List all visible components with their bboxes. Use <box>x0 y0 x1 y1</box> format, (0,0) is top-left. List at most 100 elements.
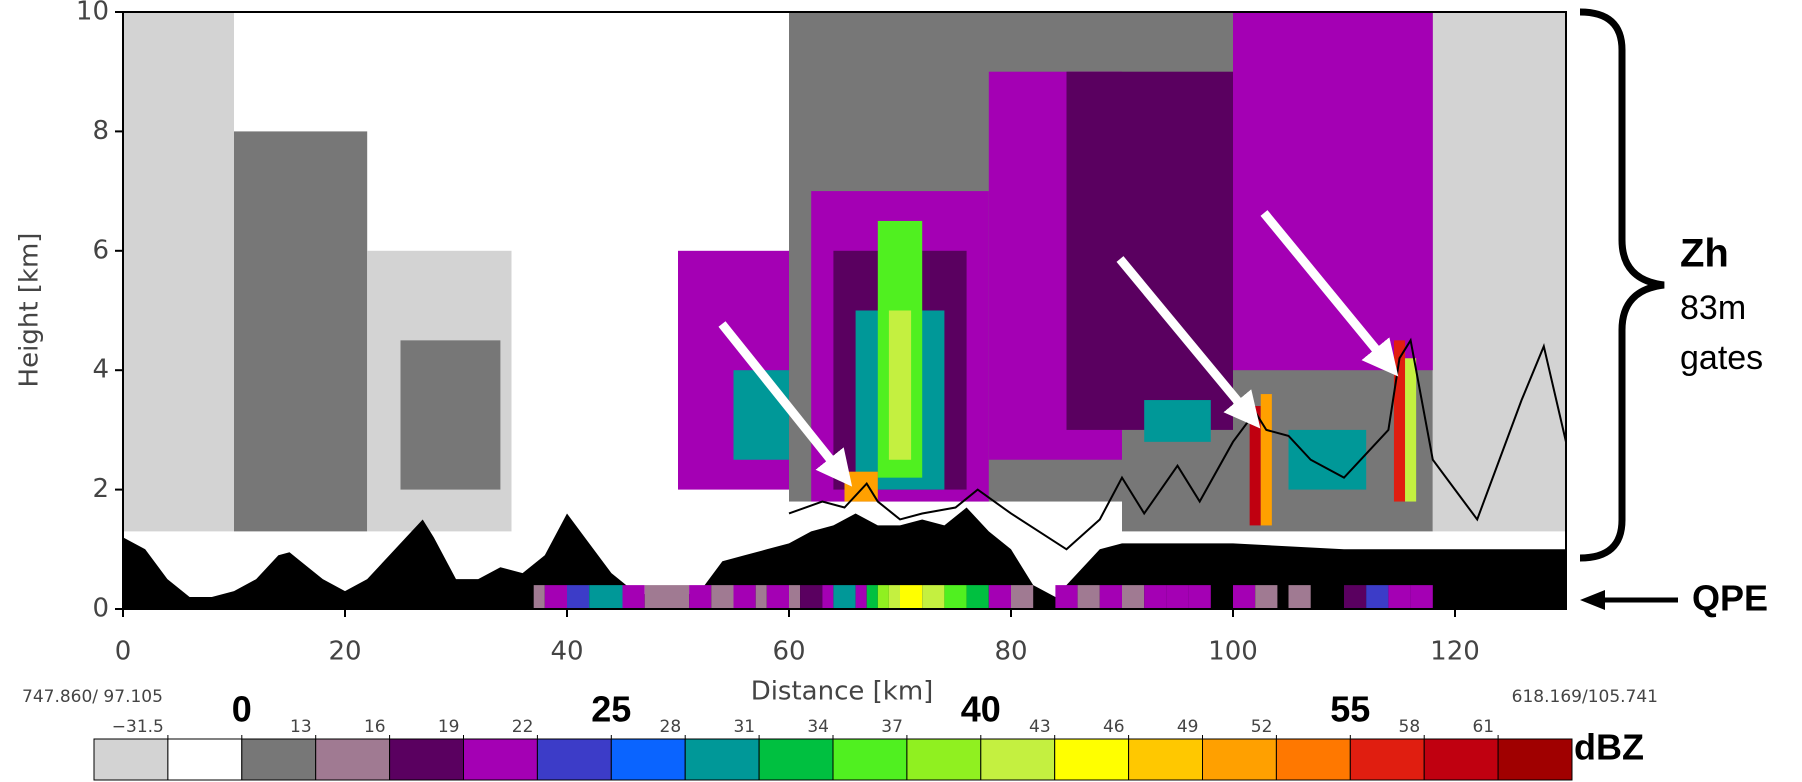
qpe-cell <box>1011 585 1034 609</box>
echo-cell <box>1288 429 1367 490</box>
x-tick-label: 80 <box>994 637 1027 667</box>
qpe-cell <box>544 585 567 609</box>
echo-cell <box>1405 358 1417 502</box>
plot-frame <box>122 11 1567 610</box>
colorbar-label: 37 <box>881 717 903 737</box>
colorbar-swatch <box>1202 738 1277 781</box>
qpe-cell <box>1255 585 1278 609</box>
qpe-cell <box>1233 585 1256 609</box>
colorbar-swatch <box>980 738 1056 781</box>
colorbar-swatch <box>241 738 317 781</box>
qpe-cell <box>733 585 756 609</box>
echo-cell <box>1233 12 1433 371</box>
qpe-cell <box>1144 585 1167 609</box>
colorbar-major-label: 25 <box>591 689 631 730</box>
qpe-cell <box>1077 585 1100 609</box>
qpe-cell <box>866 585 878 609</box>
x-tick-label: 120 <box>1430 637 1480 667</box>
brace <box>1579 8 1665 562</box>
colorbar-swatch <box>1275 738 1351 781</box>
qpe-cell <box>944 585 967 609</box>
qpe-cell <box>966 585 989 609</box>
colorbar-swatch <box>463 738 538 781</box>
qpe-cell <box>1122 585 1145 609</box>
y-tick-label: 0 <box>92 594 109 624</box>
colorbar-major-label: 55 <box>1330 689 1370 730</box>
echo-cell <box>1393 340 1406 502</box>
colorbar-swatch <box>832 738 908 781</box>
overlay: Zh 83m gates QPE Distance [km] Height [k… <box>15 8 1768 768</box>
y-tick-label: 10 <box>76 0 109 27</box>
profile-line <box>788 337 1567 551</box>
echo-cell <box>400 340 501 490</box>
y-axis-label: Height [km] <box>15 233 45 388</box>
colorbar-label: 52 <box>1251 717 1273 737</box>
colorbar-label: 16 <box>364 717 386 737</box>
corner-left: 747.860/ 97.105 <box>22 687 163 707</box>
colorbar-swatch <box>536 738 612 781</box>
colorbar-swatch <box>1349 738 1425 781</box>
qpe-cell <box>822 585 834 609</box>
qpe-cell <box>877 585 889 609</box>
colorbar-swatch <box>1128 738 1203 781</box>
x-tick-label: 20 <box>328 637 361 667</box>
qpe-cell <box>833 585 856 609</box>
qpe-cell <box>644 585 690 609</box>
colorbar-label: 34 <box>807 717 829 737</box>
colorbar-major-label: 40 <box>961 689 1001 730</box>
x-tick-label: 100 <box>1208 637 1258 667</box>
colorbar-label: 13 <box>290 717 312 737</box>
echo-cell <box>733 370 789 460</box>
colorbar-major-label: 0 <box>232 689 252 730</box>
pointer-arrow <box>1116 256 1261 429</box>
qpe-cell <box>567 585 590 609</box>
qpe-cell <box>533 585 545 609</box>
colorbar-swatch <box>315 738 391 781</box>
echo-cell <box>1066 71 1233 430</box>
echo-cell <box>234 131 368 532</box>
echo-cell <box>1260 394 1272 526</box>
x-tick-label: 60 <box>772 637 805 667</box>
pointer-arrow <box>1260 210 1399 377</box>
qpe-cell <box>689 585 712 609</box>
qpe-cell <box>789 585 801 609</box>
echo-cell <box>888 310 912 460</box>
qpe-cell <box>1388 585 1411 609</box>
colorbar-label: 22 <box>512 717 534 737</box>
qpe-cell <box>1188 585 1211 609</box>
qpe-cell <box>1410 585 1433 609</box>
qpe-cell <box>1288 585 1311 609</box>
colorbar-label: 43 <box>1029 717 1051 737</box>
qpe-cell <box>1166 585 1189 609</box>
qpe-cell <box>800 585 823 609</box>
echo-cell <box>1144 400 1211 442</box>
qpe-cell <box>755 585 767 609</box>
resolution-label: 83m <box>1680 289 1746 327</box>
terrain <box>123 507 1566 609</box>
qpe-cell <box>1055 585 1078 609</box>
qpe-cell <box>1344 585 1367 609</box>
qpe-cell <box>711 585 734 609</box>
colorbar-swatch <box>684 738 760 781</box>
colorbar-label: 28 <box>660 717 682 737</box>
qpe-cell <box>589 585 623 609</box>
colorbar-swatch <box>1423 738 1499 781</box>
colorbar-swatch <box>1054 738 1130 781</box>
y-tick-label: 8 <box>92 116 109 146</box>
echo-cell <box>844 471 878 502</box>
colorbar-swatch <box>906 738 982 781</box>
colorbar-swatch <box>610 738 686 781</box>
colorbar-swatch <box>93 738 169 781</box>
colorbar-swatch <box>758 738 834 781</box>
colorbar-swatch <box>389 738 465 781</box>
y-tick-label: 2 <box>92 474 109 504</box>
colorbar-swatch <box>167 738 243 781</box>
x-axis-label: Distance [km] <box>751 677 934 707</box>
colorbar-label: 31 <box>733 717 755 737</box>
colorbar-unit: dBZ <box>1574 727 1644 768</box>
colorbar-label: 49 <box>1177 717 1199 737</box>
pointer-arrow <box>718 321 853 487</box>
